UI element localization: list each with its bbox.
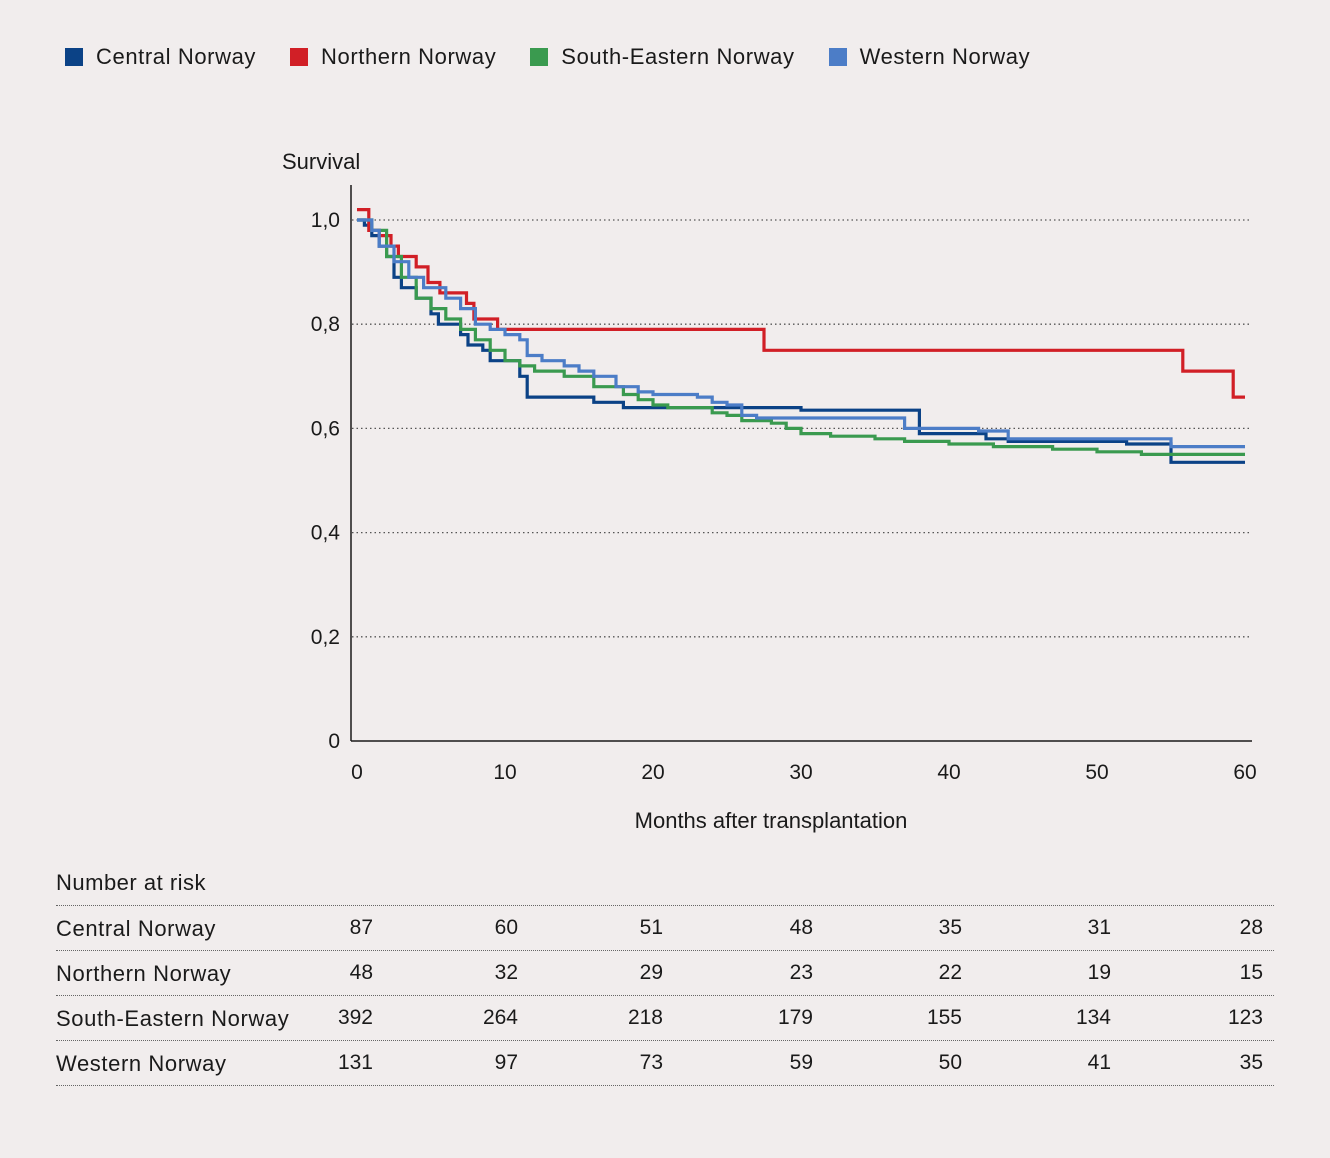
risk-value: 87 (349, 916, 373, 939)
legend-item-northern: Northern Norway (290, 44, 496, 70)
x-tick-label: 0 (351, 761, 363, 784)
legend-item-western: Western Norway (828, 44, 1031, 70)
risk-value: 179 (777, 1006, 813, 1029)
risk-value: 19 (1087, 961, 1111, 984)
risk-value: 23 (789, 961, 813, 984)
risk-value: 35 (1239, 1051, 1263, 1074)
risk-value: 73 (639, 1051, 663, 1074)
x-tick-label: 20 (641, 761, 664, 784)
series-line-western-norway (357, 218, 1245, 449)
risk-value: 29 (639, 961, 663, 984)
risk-row: South-Eastern Norway 392 264 218 179 155 134 1… (56, 996, 1274, 1041)
y-tick-label: 0,4 (311, 522, 341, 545)
risk-value: 15 (1239, 961, 1263, 984)
legend-swatch (530, 48, 549, 66)
risk-value: 392 (337, 1006, 373, 1029)
risk-value: 59 (789, 1051, 813, 1074)
y-tick-label: 0,6 (311, 417, 340, 440)
risk-value: 32 (494, 961, 518, 984)
risk-value: 155 (926, 1006, 962, 1029)
x-tick-label: 40 (937, 761, 960, 784)
y-axis-title: Survival (282, 149, 360, 174)
risk-value: 97 (494, 1051, 518, 1074)
y-tick-label: 0,2 (311, 626, 340, 649)
x-axis-title: Months after transplantation (635, 808, 908, 833)
risk-value: 48 (789, 916, 813, 939)
risk-row-label: Central Norway (56, 916, 217, 941)
risk-value: 218 (627, 1006, 663, 1029)
legend-swatch (290, 48, 309, 66)
series-line-south-eastern-norway (357, 218, 1245, 456)
risk-value: 48 (349, 961, 373, 984)
risk-value: 123 (1227, 1006, 1263, 1029)
risk-value: 131 (337, 1051, 373, 1074)
series-line-northern-norway (357, 208, 1245, 399)
legend-item-central: Central Norway (65, 44, 256, 70)
x-tick-label: 50 (1085, 761, 1108, 784)
legend-label: Western Norway (859, 44, 1031, 69)
y-tick-label: 1,0 (311, 209, 340, 232)
x-tick-label: 30 (789, 761, 812, 784)
risk-value: 50 (938, 1051, 962, 1074)
risk-row-label: South-Eastern Norway (56, 1006, 290, 1031)
risk-value: 264 (482, 1006, 518, 1029)
legend-item-south-eastern: South-Eastern Norway (530, 44, 794, 70)
risk-value: 31 (1087, 916, 1111, 939)
legend-label: South-Eastern Norway (561, 44, 795, 69)
survival-chart: 0 0,2 0,4 0,6 0,8 1,0 0 10 20 30 40 50 60 Survival Mon… (282, 149, 1257, 833)
risk-value: 134 (1075, 1006, 1111, 1029)
legend-swatch (828, 48, 847, 66)
legend-swatch (65, 48, 83, 66)
risk-value: 60 (494, 916, 518, 939)
risk-value: 35 (938, 916, 962, 939)
risk-value: 28 (1239, 916, 1263, 939)
risk-row-label: Western Norway (56, 1051, 227, 1076)
y-tick-label: 0 (328, 730, 340, 753)
risk-row: Central Norway 87 60 51 48 35 31 28 (56, 905, 1274, 951)
x-tick-label: 10 (493, 761, 516, 784)
legend-label: Central Norway (96, 44, 257, 69)
risk-value: 22 (938, 961, 962, 984)
risk-row: Western Norway 131 97 73 59 50 41 35 (56, 1041, 1274, 1086)
risk-value: 51 (639, 916, 663, 939)
risk-value: 41 (1087, 1051, 1111, 1074)
risk-row-label: Northern Norway (56, 961, 232, 986)
risk-table-title: Number at risk (56, 870, 207, 895)
x-tick-label: 60 (1233, 761, 1256, 784)
legend: Central Norway Northern Norway South-Eas… (65, 44, 1064, 70)
risk-table: Central Norway 87 60 51 48 35 31 28 Northern N… (56, 905, 1274, 1086)
y-tick-label: 0,8 (311, 313, 340, 336)
legend-label: Northern Norway (321, 44, 497, 69)
risk-row: Northern Norway 48 32 29 23 22 19 15 (56, 951, 1274, 996)
